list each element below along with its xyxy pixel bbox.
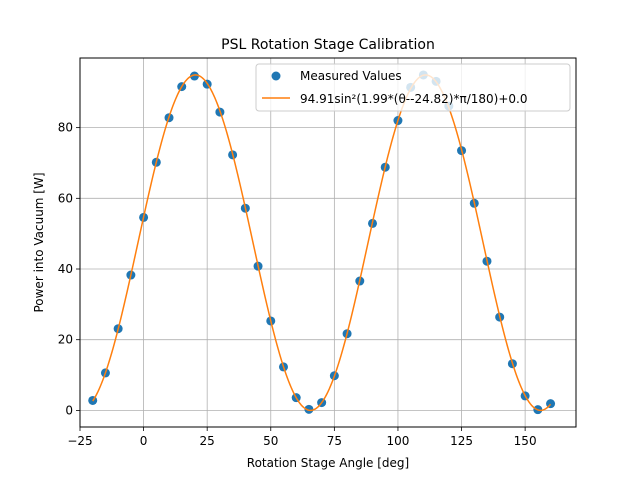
legend: Measured Values 94.91sin²(1.99*(θ--24.82… <box>255 63 571 112</box>
y-tick-label: 20 <box>58 333 73 347</box>
y-tick-label: 40 <box>58 262 73 276</box>
y-tick-label: 0 <box>65 403 73 417</box>
x-axis-label: Rotation Stage Angle [deg] <box>247 456 409 470</box>
x-tick-label: 0 <box>140 434 148 448</box>
data-point-measured <box>304 404 314 414</box>
fit-line <box>92 74 552 412</box>
y-tick-label: 80 <box>58 121 73 135</box>
x-tick-label: 75 <box>327 434 342 448</box>
legend-box <box>255 63 571 112</box>
legend-label-measured: Measured Values <box>300 69 402 83</box>
plot-area <box>80 58 576 427</box>
x-tick-label: 125 <box>450 434 473 448</box>
chart-title: PSL Rotation Stage Calibration <box>221 37 435 53</box>
y-axis-label: Power into Vacuum [W] <box>32 172 46 312</box>
x-tick-label: 50 <box>263 434 278 448</box>
x-tick-label: 25 <box>200 434 215 448</box>
x-tick-label: −25 <box>67 434 92 448</box>
data-point-measured <box>189 71 199 81</box>
x-tick-label: 100 <box>386 434 409 448</box>
legend-marker-measured <box>271 71 281 81</box>
legend-label-fit: 94.91sin²(1.99*(θ--24.82)*π/180)+0.0 <box>300 92 527 106</box>
plot-frame <box>79 57 577 428</box>
y-axis-ticks: 0 20 40 60 80 <box>58 121 80 417</box>
grid <box>79 58 576 427</box>
y-tick-label: 60 <box>58 191 73 205</box>
x-tick-label: 150 <box>514 434 537 448</box>
x-axis-ticks: −25 0 25 50 75 100 125 150 <box>67 427 537 448</box>
